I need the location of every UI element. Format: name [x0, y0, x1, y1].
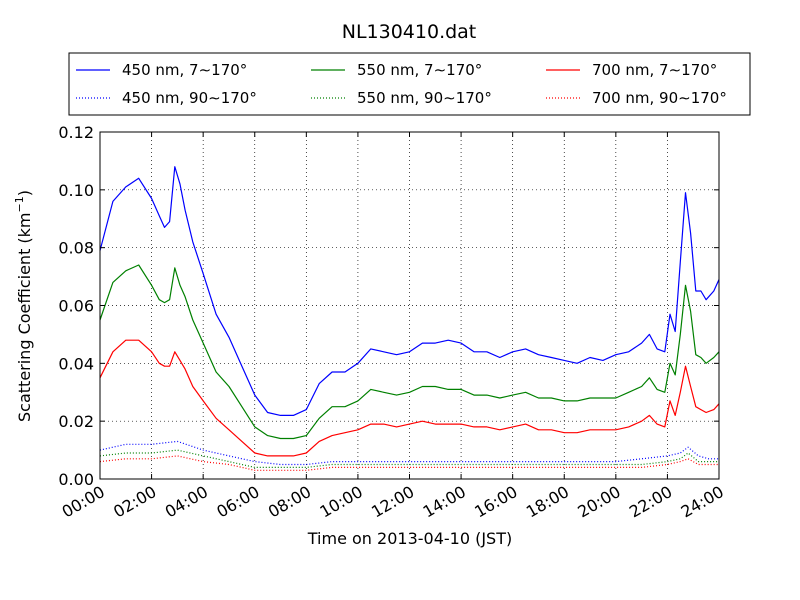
series-line-5	[99, 449, 719, 468]
legend-entry-3: 700 nm, 7∼170°	[592, 61, 717, 79]
y-tick-label: 0.00	[58, 470, 94, 489]
x-tick-label: 10:00	[316, 482, 365, 522]
x-tick-label: 22:00	[626, 482, 675, 522]
y-tick-label: 0.08	[58, 239, 94, 258]
y-axis-label-main: Scattering Coefficient (km	[15, 212, 34, 422]
x-tick-label: 24:00	[678, 482, 727, 522]
series-line-2	[99, 264, 720, 440]
legend-entry-5: 550 nm, 90∼170°	[357, 89, 492, 107]
y-tick-label: 0.04	[58, 354, 94, 373]
x-tick-label: 04:00	[162, 482, 211, 522]
y-axis-label-end: )	[15, 190, 34, 196]
legend: 450 nm, 7∼170° 550 nm, 7∼170° 700 nm, 7∼17…	[68, 52, 751, 116]
x-tick-label: 16:00	[471, 482, 520, 522]
x-tick-label: 14:00	[420, 482, 469, 522]
x-tick-label: 20:00	[574, 482, 623, 522]
series-line-3	[99, 339, 720, 457]
y-tick-label: 0.06	[58, 297, 94, 316]
legend-entry-4: 450 nm, 90∼170°	[122, 89, 257, 107]
x-tick-label: 02:00	[110, 482, 159, 522]
x-tick-label: 06:00	[213, 482, 262, 522]
x-axis-label: Time on 2013-04-10 (JST)	[307, 529, 512, 548]
y-axis-label-exp: −1	[13, 196, 26, 212]
x-tick-label: 12:00	[368, 482, 417, 522]
x-tick-label: 08:00	[265, 482, 314, 522]
series-line-6	[99, 455, 719, 471]
y-tick-label: 0.10	[58, 181, 94, 200]
series-line-1	[99, 166, 720, 416]
legend-frame	[68, 52, 751, 116]
chart-title: NL130410.dat	[342, 21, 477, 43]
legend-entry-2: 550 nm, 7∼170°	[357, 61, 482, 79]
y-axis-label: Scattering Coefficient (km−1)	[13, 190, 34, 422]
y-tick-label: 0.02	[58, 412, 94, 431]
y-tick-label: 0.12	[58, 123, 94, 142]
x-tick-label: 18:00	[523, 482, 572, 522]
axis-ticks: 00:00 02:00 04:00 06:00 08:00 10:00 12:00 14:00…	[58, 123, 727, 522]
legend-entry-1: 450 nm, 7∼170°	[122, 61, 247, 79]
plot-lines	[99, 166, 720, 471]
legend-entry-6: 700 nm, 90∼170°	[592, 89, 727, 107]
